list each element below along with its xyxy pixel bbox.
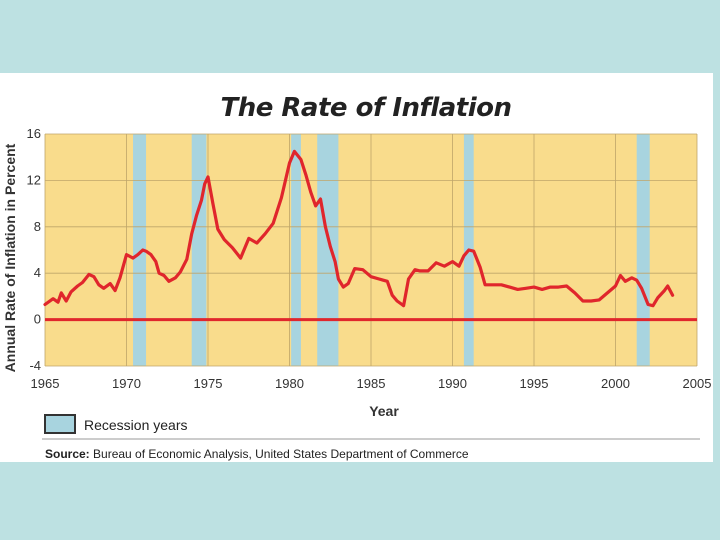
y-tick-label-0: 0: [34, 312, 41, 327]
y-tick-label-12: 12: [27, 172, 41, 187]
x-tick-label-1970: 1970: [112, 376, 141, 391]
source-text: Bureau of Economic Analysis, United Stat…: [93, 447, 469, 461]
x-tick-label-2005: 2005: [683, 376, 712, 391]
recession-band-2: [191, 134, 207, 366]
x-tick-label-1965: 1965: [31, 376, 60, 391]
y-tick-label-4: 4: [34, 265, 41, 280]
x-tick-label-1975: 1975: [194, 376, 223, 391]
plot-area: -4 0 4 8 12 16 1965 1970 1975 1980 1985 1990 1995 200…: [27, 126, 712, 391]
x-tick-label-1990: 1990: [438, 376, 467, 391]
x-tick-label-1995: 1995: [520, 376, 549, 391]
inflation-chart: The Rate of Inflation -4 0 4 8 12 16 1965 1970 1…: [2, 93, 712, 461]
y-tick-label-16: 16: [27, 126, 41, 141]
recession-band-4: [317, 134, 339, 366]
x-tick-label-1980: 1980: [275, 376, 304, 391]
source-label: Source:: [45, 447, 90, 461]
legend-recession-label: Recession years: [84, 417, 188, 433]
x-tick-label-2000: 2000: [601, 376, 630, 391]
y-tick-label-8: 8: [34, 219, 41, 234]
slide-panel: The Rate of Inflation -4 0 4 8 12 16 1965 1970 1…: [0, 73, 713, 462]
chart-title: The Rate of Inflation: [220, 93, 511, 123]
y-axis-label: Annual Rate of Inflation in Percent: [2, 143, 18, 372]
recession-band-1: [133, 134, 147, 366]
y-tick-label--4: -4: [29, 358, 41, 373]
source-note: Source: Bureau of Economic Analysis, Uni…: [45, 447, 469, 461]
recession-band-3: [291, 134, 301, 366]
series-line-1: [43, 149, 675, 308]
recession-band-6: [636, 134, 650, 366]
x-axis-label: Year: [369, 403, 399, 419]
x-tick-label-1985: 1985: [357, 376, 386, 391]
legend-recession-swatch: [44, 414, 76, 434]
